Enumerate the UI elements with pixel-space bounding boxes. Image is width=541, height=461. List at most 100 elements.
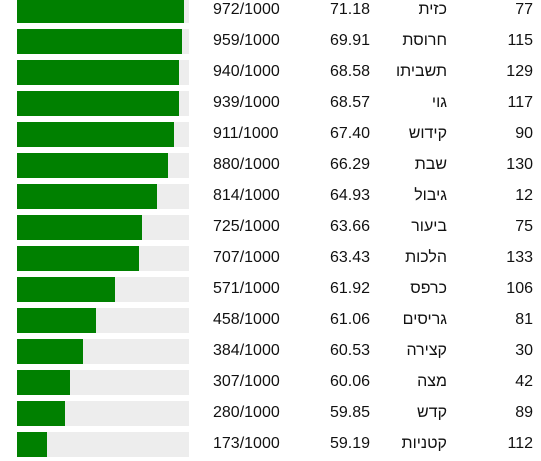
score-bar-track	[17, 432, 189, 457]
score-text: 280/1000	[213, 404, 280, 421]
score-text: 384/1000	[213, 342, 280, 359]
score-bar-track	[17, 29, 189, 54]
value-text: 71.18	[330, 1, 371, 18]
term-number: 81	[515, 311, 533, 328]
score-bar-fill	[17, 153, 168, 178]
term-number: 89	[515, 404, 533, 421]
score-bar-fill	[17, 91, 179, 116]
term-name: גריסים	[402, 311, 447, 328]
score-bar-fill	[17, 308, 96, 333]
term-number: 42	[515, 373, 533, 390]
term-number: 133	[506, 249, 533, 266]
term-name: קדש	[417, 404, 447, 421]
score-bar-fill	[17, 277, 115, 302]
list-item: 972/1000 71.18 כזית 77	[0, 0, 541, 27]
score-bar-track	[17, 246, 189, 271]
list-item: 940/1000 68.58 תשביתו 129	[0, 58, 541, 89]
list-item: 307/1000 60.06 מצה 42	[0, 368, 541, 399]
value-text: 59.19	[330, 435, 371, 452]
score-bar-track	[17, 277, 189, 302]
value-text: 67.40	[330, 125, 371, 142]
score-bar-track	[17, 308, 189, 333]
score-bar-fill	[17, 370, 70, 395]
term-number: 12	[515, 187, 533, 204]
term-name: תשביתו	[395, 63, 447, 80]
value-text: 68.57	[330, 94, 371, 111]
score-text: 571/1000	[213, 280, 280, 297]
score-bar-track	[17, 370, 189, 395]
score-text: 939/1000	[213, 94, 280, 111]
value-text: 64.93	[330, 187, 371, 204]
score-bar-fill	[17, 432, 47, 457]
score-bar-fill	[17, 0, 184, 23]
list-item: 707/1000 63.43 הלכות 133	[0, 244, 541, 275]
score-bar-fill	[17, 29, 182, 54]
score-bar-track	[17, 153, 189, 178]
value-text: 69.91	[330, 32, 371, 49]
term-name: שבת	[414, 156, 447, 173]
score-bar-track	[17, 91, 189, 116]
list-item: 880/1000 66.29 שבת 130	[0, 151, 541, 182]
term-name: כזית	[418, 1, 447, 18]
list-item: 280/1000 59.85 קדש 89	[0, 399, 541, 430]
term-number: 112	[507, 435, 533, 452]
score-bar-fill	[17, 184, 157, 209]
term-name: גוי	[431, 94, 447, 111]
value-text: 61.06	[330, 311, 371, 328]
value-text: 60.06	[330, 373, 371, 390]
score-bar-fill	[17, 339, 83, 364]
score-text: 173/1000	[213, 435, 280, 452]
score-bar-track	[17, 339, 189, 364]
score-text: 814/1000	[213, 187, 280, 204]
term-number: 30	[515, 342, 533, 359]
score-text: 707/1000	[213, 249, 280, 266]
list-item: 458/1000 61.06 גריסים 81	[0, 306, 541, 337]
list-item: 571/1000 61.92 כרפס 106	[0, 275, 541, 306]
term-name: גיבול	[414, 187, 447, 204]
score-text: 959/1000	[213, 32, 280, 49]
score-bar-track	[17, 60, 189, 85]
term-name: הלכות	[405, 249, 447, 266]
term-number: 90	[515, 125, 533, 142]
score-bar-track	[17, 401, 189, 426]
score-bar-fill	[17, 246, 139, 271]
score-text: 725/1000	[213, 218, 280, 235]
term-number: 129	[506, 63, 533, 80]
value-text: 61.92	[330, 280, 371, 297]
term-name: קידוש	[408, 125, 447, 142]
term-name: חרוסת	[402, 32, 447, 49]
score-bar-track	[17, 0, 189, 23]
value-text: 66.29	[330, 156, 371, 173]
score-bar-fill	[17, 215, 142, 240]
score-text: 880/1000	[213, 156, 280, 173]
list-item: 725/1000 63.66 ביעור 75	[0, 213, 541, 244]
term-name: כרפס	[410, 280, 447, 297]
score-bar-track	[17, 215, 189, 240]
term-number: 77	[515, 1, 533, 18]
score-bar-fill	[17, 401, 65, 426]
score-bar-fill	[17, 60, 179, 85]
list-item: 814/1000 64.93 גיבול 12	[0, 182, 541, 213]
score-text: 458/1000	[213, 311, 280, 328]
list-item: 173/1000 59.19 קטניות 112	[0, 430, 541, 461]
term-name: קצירה	[406, 342, 447, 359]
term-name: קטניות	[401, 435, 447, 452]
value-text: 59.85	[330, 404, 371, 421]
list-item: 939/1000 68.57 גוי 117	[0, 89, 541, 120]
term-number: 117	[507, 94, 533, 111]
term-number: 130	[506, 156, 533, 173]
term-number: 106	[506, 280, 533, 297]
term-name: מצה	[417, 373, 447, 390]
score-bar-track	[17, 122, 189, 147]
value-text: 60.53	[330, 342, 371, 359]
score-text: 307/1000	[213, 373, 280, 390]
list-item: 384/1000 60.53 קצירה 30	[0, 337, 541, 368]
score-text: 972/1000	[213, 1, 280, 18]
value-text: 68.58	[330, 63, 371, 80]
term-number: 75	[515, 218, 533, 235]
list-item: 959/1000 69.91 חרוסת 115	[0, 27, 541, 58]
score-bar-fill	[17, 122, 174, 147]
value-text: 63.43	[330, 249, 371, 266]
term-number: 115	[507, 32, 533, 49]
